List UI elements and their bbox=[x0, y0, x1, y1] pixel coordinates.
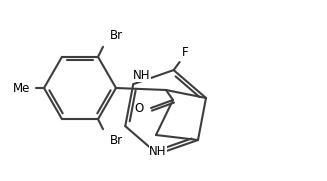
Text: O: O bbox=[135, 102, 144, 115]
Text: NH: NH bbox=[133, 69, 151, 82]
Text: Br: Br bbox=[110, 134, 123, 147]
Text: Br: Br bbox=[110, 29, 123, 42]
Text: NH: NH bbox=[149, 145, 167, 158]
Text: F: F bbox=[181, 46, 188, 59]
Text: Me: Me bbox=[13, 81, 30, 94]
